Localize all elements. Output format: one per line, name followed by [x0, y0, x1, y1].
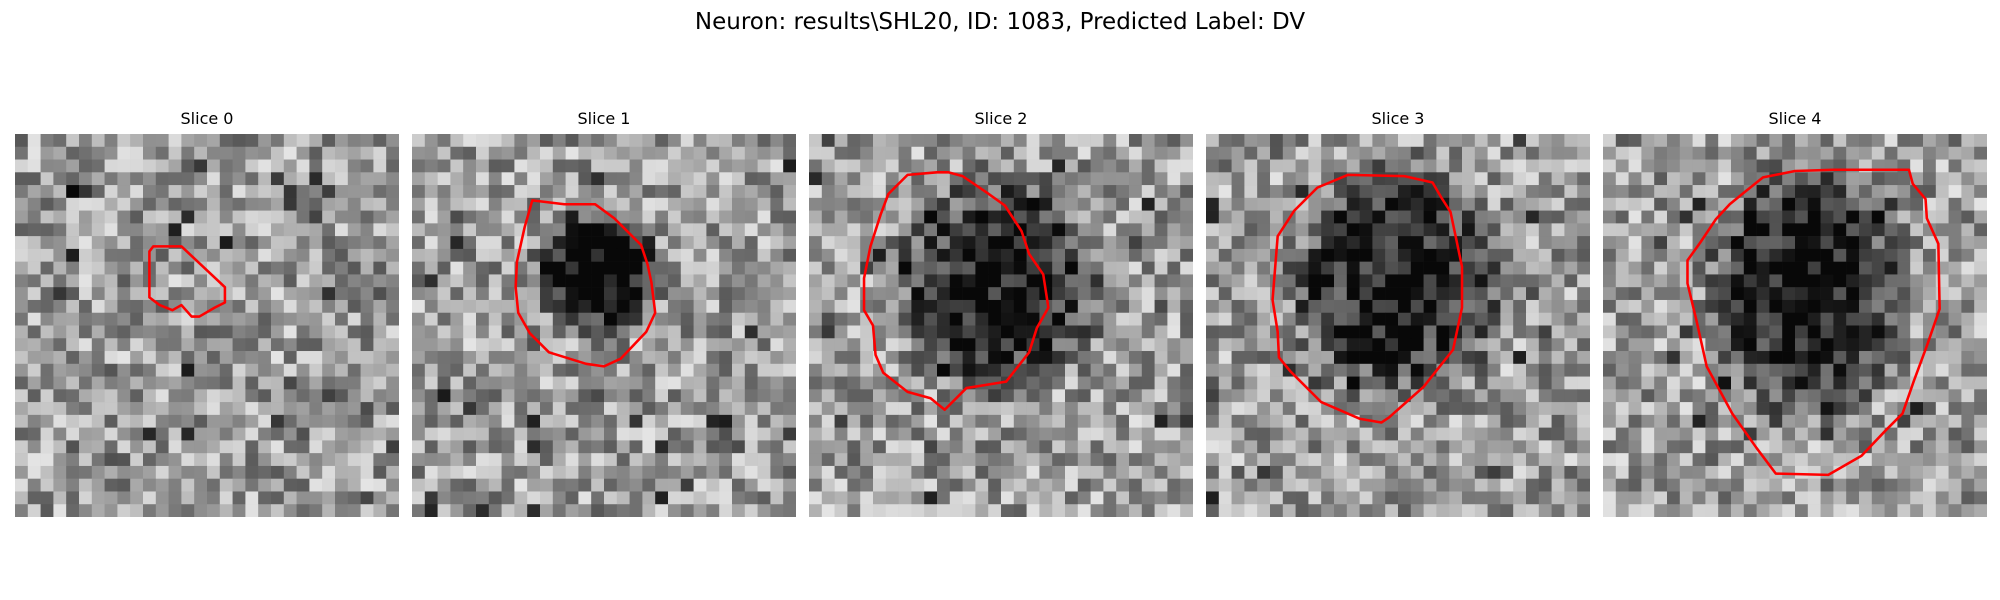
- slice-title: Slice 3: [1371, 109, 1425, 128]
- slice-image: [1206, 134, 1590, 517]
- slice-title: Slice 2: [974, 109, 1028, 128]
- slice-panel-1: Slice 1: [412, 108, 796, 517]
- slice-image: [1603, 134, 1987, 517]
- roi-contour: [514, 199, 657, 368]
- figure-title: Neuron: results\SHL20, ID: 1083, Predict…: [694, 9, 1306, 35]
- roi-contour: [148, 245, 227, 318]
- slice-title: Slice 0: [180, 109, 234, 128]
- roi-contour: [862, 171, 1050, 412]
- roi-contour: [1271, 173, 1464, 424]
- slice-image: [412, 134, 796, 517]
- slice-panel-3: Slice 3: [1206, 108, 1590, 517]
- roi-contour: [1686, 168, 1941, 477]
- slice-panel-4: Slice 4: [1603, 108, 1987, 517]
- slice-panel-2: Slice 2: [809, 108, 1193, 517]
- slice-image: [809, 134, 1193, 517]
- slice-title: Slice 1: [577, 109, 631, 128]
- slice-image: [15, 134, 399, 517]
- slice-panel-0: Slice 0: [15, 108, 399, 517]
- slice-title: Slice 4: [1768, 109, 1822, 128]
